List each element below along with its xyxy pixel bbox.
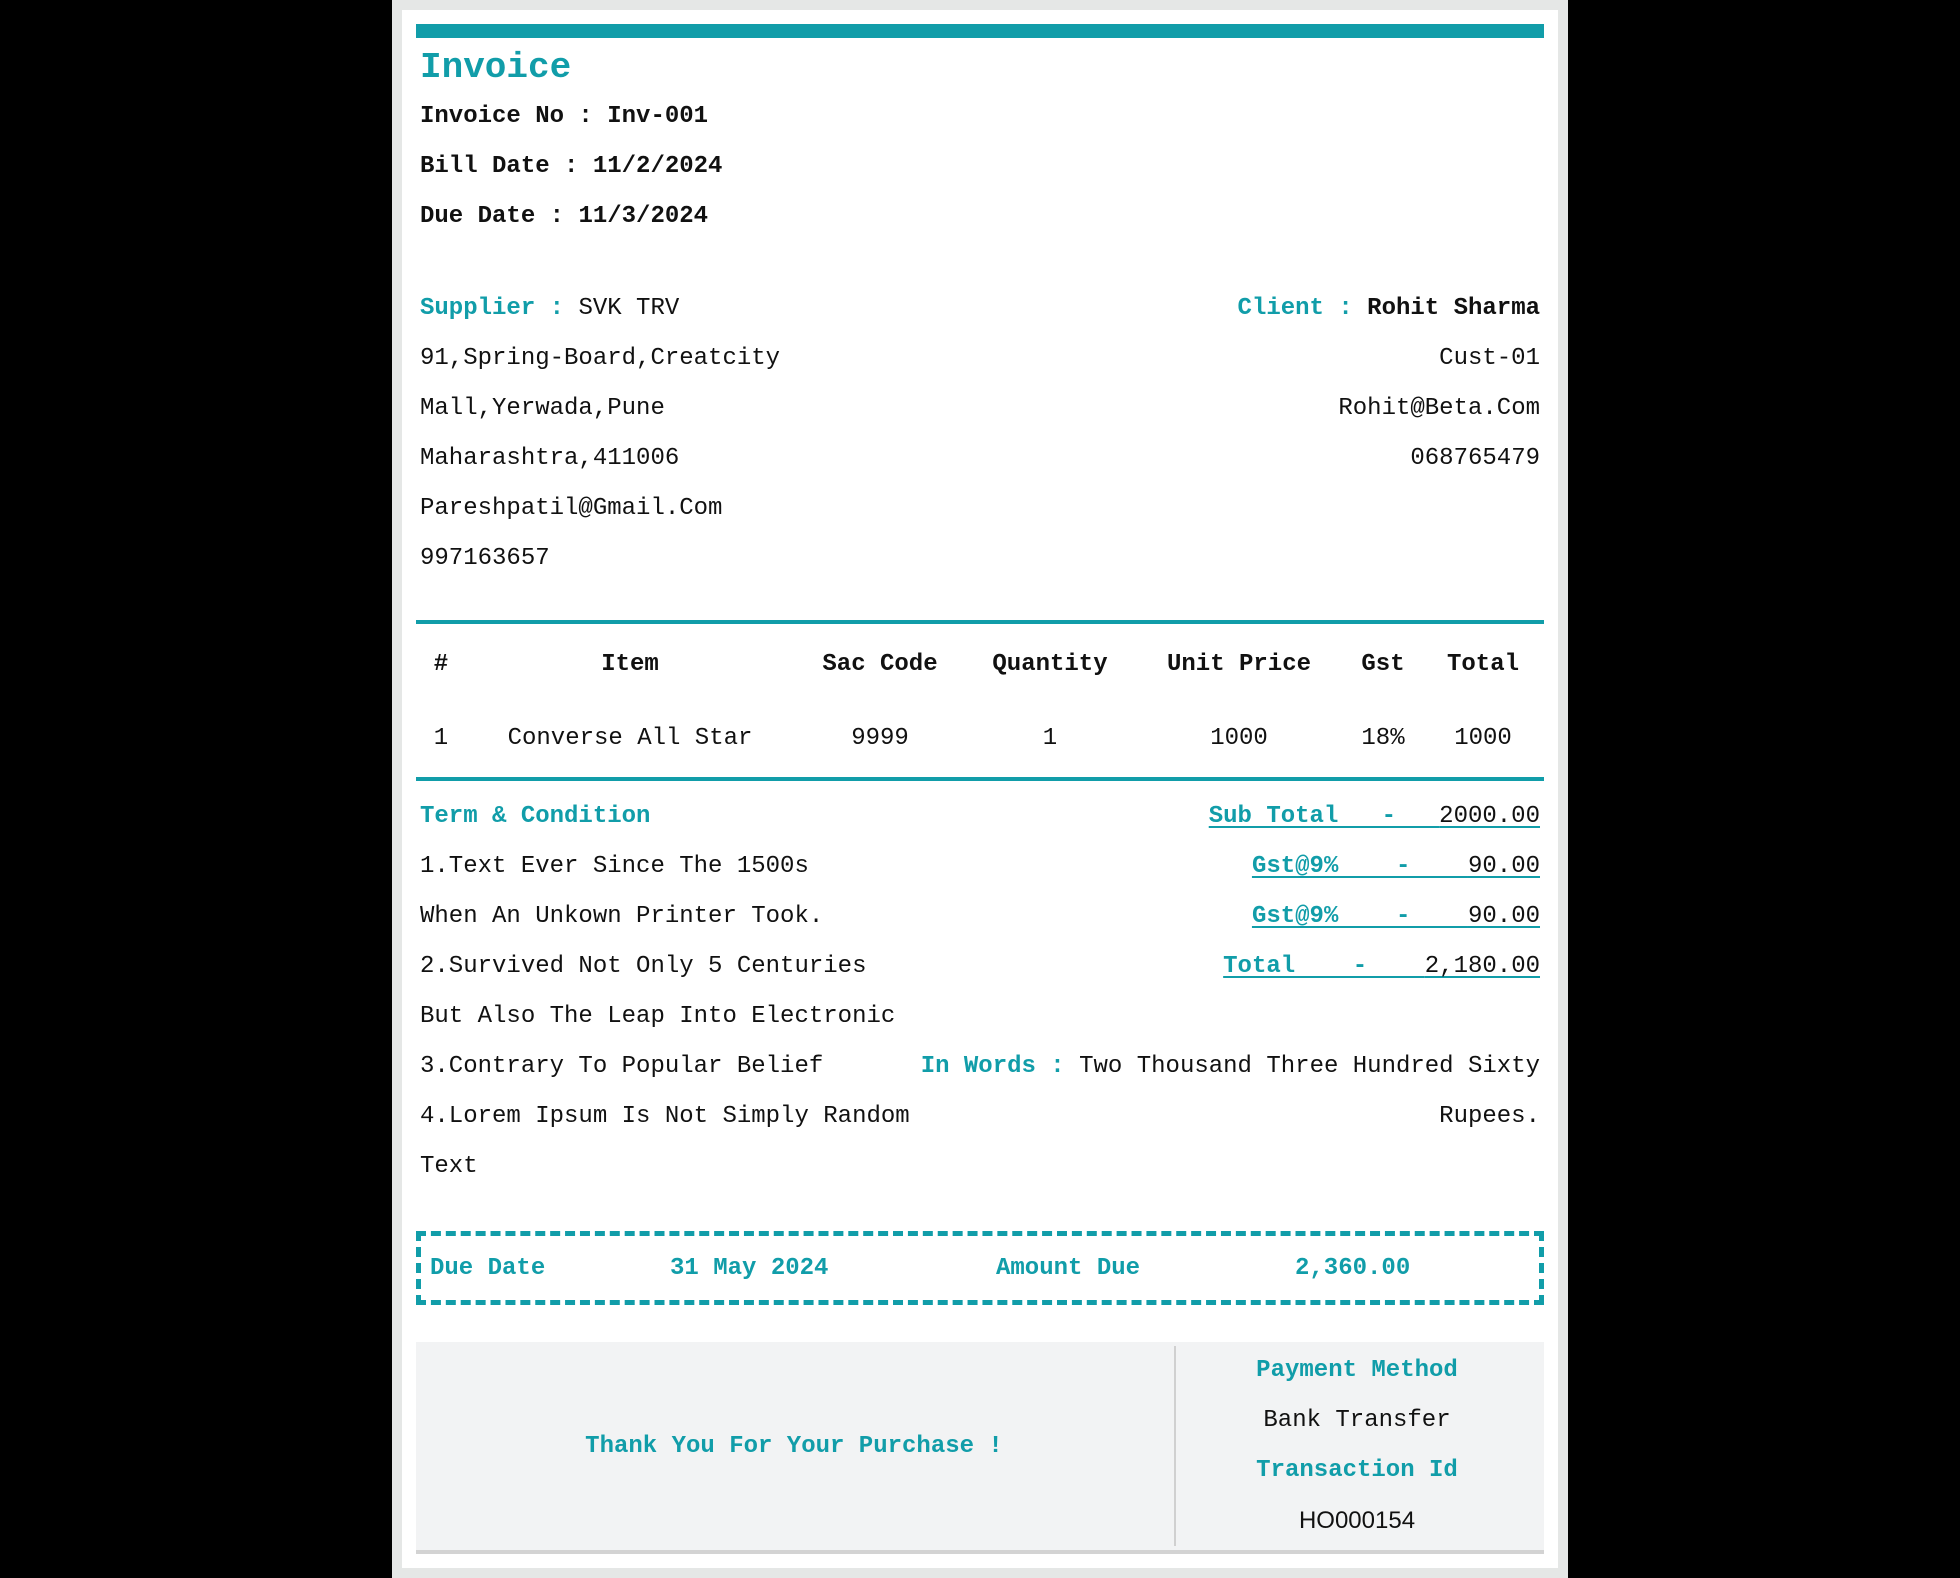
footer-divider (1174, 1346, 1176, 1546)
client-email: Rohit@Beta.Com (1338, 395, 1540, 422)
table-cell: Converse All Star (507, 725, 753, 752)
in-words-label: In Words : (920, 1053, 1080, 1080)
terms-line: When An Unkown Printer Took. (420, 903, 824, 930)
amount-in-words: In Words : Two Thousand Three Hundred Si… (921, 1051, 1540, 1083)
column-header: Quantity (992, 651, 1108, 678)
bill-date: Bill Date : 11/2/2024 (420, 151, 722, 183)
in-words-value: Two Thousand Three Hundred Sixty (1079, 1053, 1540, 1080)
column-header: # (433, 651, 449, 678)
terms-line: But Also The Leap Into Electronic (420, 1003, 896, 1030)
client-label: Client : (1237, 295, 1368, 322)
client-name: Client : Rohit Sharma (1238, 293, 1540, 325)
top-accent-bar (416, 24, 1544, 38)
invoice-number: Invoice No : Inv-001 (420, 101, 708, 133)
table-bottom-divider (416, 777, 1544, 781)
terms-line: 1.Text Ever Since The 1500s (420, 853, 809, 880)
table-cell: 9999 (851, 725, 909, 752)
supplier-address-line: Mall,Yerwada,Pune (420, 395, 665, 422)
supplier-label: Supplier : (420, 295, 579, 322)
table-cell: 1 (1042, 725, 1058, 752)
due-summary-box (416, 1231, 1544, 1305)
supplier-name-value: SVK TRV (578, 295, 680, 322)
invoice-number-value: Inv-001 (607, 103, 709, 130)
column-header: Sac Code (822, 651, 938, 678)
supplier-name: Supplier : SVK TRV (420, 293, 679, 325)
bill-date-label: Bill Date : (420, 153, 593, 180)
due-date-value: 11/3/2024 (578, 203, 709, 230)
gst-value: 90.00 (1467, 903, 1540, 930)
bill-date-value: 11/2/2024 (592, 153, 723, 180)
due-date-label: Due Date : (420, 203, 579, 230)
gst-label: Gst@9% - (1251, 853, 1468, 880)
gst-label: Gst@9% - (1251, 903, 1468, 930)
table-cell: 1000 (1454, 725, 1512, 752)
subtotal-label: Sub Total - (1208, 803, 1440, 830)
supplier-address-line: Maharashtra,411006 (420, 445, 680, 472)
thank-you-message: Thank You For Your Purchase ! (585, 1433, 1003, 1460)
supplier-phone: 997163657 (420, 545, 550, 572)
due-date: Due Date : 11/3/2024 (420, 201, 708, 233)
terms-line: 4.Lorem Ipsum Is Not Simply Random (420, 1103, 910, 1130)
table-cell: 1000 (1210, 725, 1268, 752)
supplier-email: Pareshpatil@Gmail.Com (420, 495, 723, 522)
payment-method-value: Bank Transfer (1263, 1407, 1451, 1434)
subtotal-value: 2000.00 (1439, 803, 1540, 830)
column-header: Item (601, 651, 659, 678)
terms-line: Text (420, 1153, 478, 1180)
transaction-id-value: HO000154 (1298, 1507, 1416, 1534)
column-header: Unit Price (1166, 651, 1312, 678)
subtotal-row: Sub Total - 2000.00 (1209, 801, 1540, 833)
table-top-divider (416, 620, 1544, 624)
in-words-continuation: Rupees. (1439, 1103, 1540, 1130)
client-phone: 068765479 (1410, 445, 1540, 472)
gst-value: 90.00 (1467, 853, 1540, 880)
invoice-number-label: Invoice No : (420, 103, 608, 130)
due-box-date-label: Due Date (430, 1255, 546, 1282)
terms-line: 2.Survived Not Only 5 Centuries (420, 953, 867, 980)
table-cell: 18% (1361, 725, 1405, 752)
terms-line: 3.Contrary To Popular Belief (420, 1053, 824, 1080)
total-row: Total - 2,180.00 (1223, 951, 1540, 983)
transaction-id-label: Transaction Id (1256, 1457, 1458, 1484)
payment-method-label: Payment Method (1256, 1357, 1458, 1384)
footer-panel (416, 1342, 1544, 1554)
due-box-date-value: 31 May 2024 (670, 1255, 829, 1282)
total-label: Total - (1223, 953, 1425, 980)
invoice-card (402, 10, 1558, 1568)
gst-row: Gst@9% - 90.00 (1252, 901, 1540, 933)
client-name-value: Rohit Sharma (1367, 295, 1540, 322)
total-value: 2,180.00 (1424, 953, 1540, 980)
terms-title: Term & Condition (420, 803, 651, 830)
column-header: Total (1446, 651, 1520, 678)
supplier-address-line: 91,Spring-Board,Creatcity (420, 345, 781, 372)
table-cell: 1 (433, 725, 449, 752)
invoice-title: Invoice (420, 47, 572, 88)
gst-row: Gst@9% - 90.00 (1252, 851, 1540, 883)
due-box-amount-label: Amount Due (996, 1255, 1141, 1282)
due-box-amount-value: 2,360.00 (1295, 1255, 1411, 1282)
client-id: Cust-01 (1439, 345, 1540, 372)
column-header: Gst (1361, 651, 1405, 678)
